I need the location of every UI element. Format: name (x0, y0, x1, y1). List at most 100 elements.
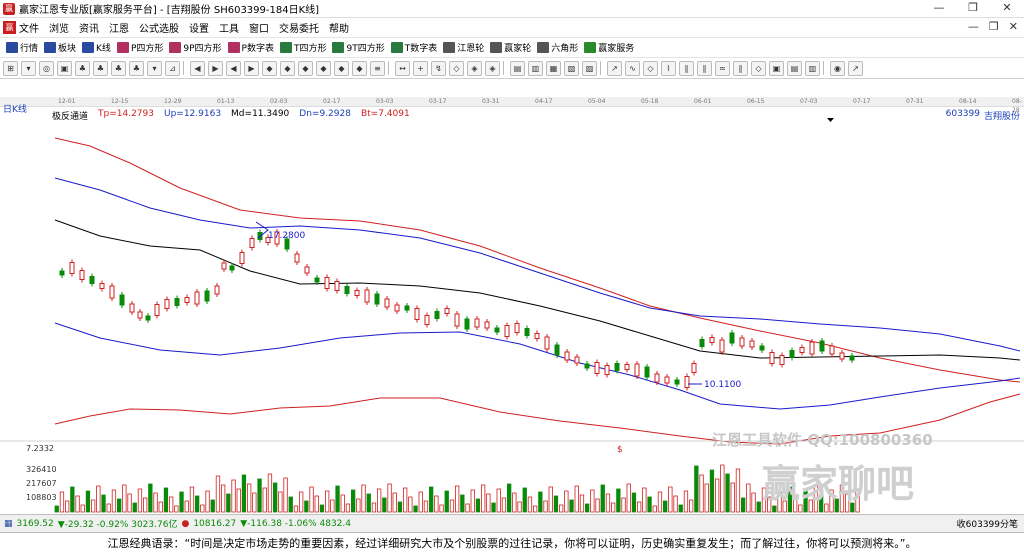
volume-bar (574, 485, 579, 513)
menu-settings[interactable]: 设置 (189, 23, 209, 35)
toolbar-button-8[interactable]: T数字表 (390, 41, 438, 54)
drawing-tool-button[interactable]: ⊞ (3, 60, 18, 76)
indicator-param: Dn=9.2928 (299, 109, 351, 119)
drawing-tool-button[interactable]: ◇ (643, 60, 658, 76)
volume-bar (767, 496, 772, 513)
drawing-tool-button[interactable]: ◈ (467, 60, 482, 76)
drawing-tool-button[interactable]: ↗ (848, 60, 863, 76)
drawing-tool-button[interactable]: ◀ (226, 60, 241, 76)
drawing-tool-button[interactable]: + (413, 60, 428, 76)
drawing-tool-button[interactable]: ⊿ (165, 60, 180, 76)
drawing-tool-button[interactable]: ♣ (75, 60, 90, 76)
drawing-tool-button[interactable]: ∥ (679, 60, 694, 76)
drawing-tool-button[interactable]: ♣ (93, 60, 108, 76)
menu-file[interactable]: 文件 (19, 23, 39, 35)
menu-browse[interactable]: 浏览 (49, 23, 69, 35)
date-tick-label: 12-29 (164, 98, 182, 105)
toolbar-button-12[interactable]: 赢家服务 (584, 41, 634, 54)
grid-icon[interactable]: ▦ (4, 518, 13, 529)
kline-chart[interactable]: 17.2800 10.1100 $ (0, 118, 1024, 514)
menu-window[interactable]: 窗口 (249, 23, 269, 35)
toolbar-button-5[interactable]: P数字表 (227, 41, 274, 54)
drawing-tool-button[interactable]: ≈ (715, 60, 730, 76)
toolbar-button-4[interactable]: 9P四方形 (169, 41, 222, 54)
drawing-tool-button[interactable]: ↯ (431, 60, 446, 76)
volume-bar (392, 492, 397, 513)
drawing-tool-button[interactable]: ♣ (129, 60, 144, 76)
drawing-tool-button[interactable]: ◆ (352, 60, 367, 76)
drawing-tool-button[interactable]: ⌇ (661, 60, 676, 76)
minimize-button[interactable]: — (933, 1, 945, 14)
date-tick-label: 03-03 (376, 98, 394, 105)
volume-bar (402, 487, 408, 513)
drawing-tool-button[interactable]: ▤ (787, 60, 802, 76)
menu-tools[interactable]: 工具 (219, 23, 239, 35)
drawing-tool-button[interactable]: ▾ (147, 60, 162, 76)
toolbar-button-label: T数字表 (404, 44, 438, 54)
drawing-tool-button[interactable]: ∥ (733, 60, 748, 76)
drawing-tool-button[interactable]: ◇ (751, 60, 766, 76)
menu-trade[interactable]: 交易委托 (279, 23, 319, 35)
drawing-tool-button[interactable]: ◆ (334, 60, 349, 76)
volume-axis-label-top: 7.2332 (26, 444, 54, 453)
drawing-tool-button[interactable]: ▣ (57, 60, 72, 76)
mdi-minimize-button[interactable]: — (967, 20, 979, 33)
toolbar-separator (503, 61, 504, 75)
volume-bar (657, 491, 663, 513)
drawing-tool-button[interactable]: ↗ (607, 60, 622, 76)
drawing-tool-button[interactable]: ∥ (697, 60, 712, 76)
toolbar-button-6[interactable]: T四方形 (279, 41, 326, 54)
drawing-tool-button[interactable]: ↔ (395, 60, 410, 76)
volume-bar (278, 491, 283, 513)
toolbar-button-10[interactable]: 赢家轮 (490, 41, 531, 54)
drawing-tool-button[interactable]: ◈ (485, 60, 500, 76)
mdi-restore-button[interactable]: ❐ (988, 20, 999, 33)
toolbar-button-7[interactable]: 9T四方形 (332, 41, 385, 54)
drawing-tool-button[interactable]: ◆ (262, 60, 277, 76)
drawing-tool-button[interactable]: ▶ (208, 60, 223, 76)
drawing-tool-button[interactable]: ▾ (21, 60, 36, 76)
drawing-tool-button[interactable]: ▶ (244, 60, 259, 76)
date-tick-label: 08-14 (959, 98, 977, 105)
drawing-tool-button[interactable]: ◀ (190, 60, 205, 76)
drawing-tool-button[interactable]: ▧ (564, 60, 579, 76)
drawing-tool-button[interactable]: ♣ (111, 60, 126, 76)
toolbar-button-2[interactable]: K线 (82, 41, 111, 54)
drawing-tool-button[interactable]: ◆ (280, 60, 295, 76)
drawing-tool-button[interactable]: ▥ (528, 60, 543, 76)
channel-mid-line (54, 219, 1021, 361)
drawing-tool-button[interactable]: ▣ (769, 60, 784, 76)
volume-bar (423, 500, 429, 513)
toolbar-button-11[interactable]: 六角形 (537, 41, 578, 54)
menu-formula[interactable]: 公式选股 (139, 23, 179, 35)
mdi-close-button[interactable]: ✕ (1008, 20, 1018, 33)
menu-info[interactable]: 资讯 (79, 23, 99, 35)
close-button[interactable]: ✕ (1002, 1, 1012, 14)
volume-bar (174, 505, 179, 513)
drawing-tool-button[interactable]: ◎ (39, 60, 54, 76)
date-tick-label: 12-15 (111, 98, 129, 105)
volume-bar (148, 483, 153, 513)
candle-body (839, 352, 845, 360)
drawing-tool-button[interactable]: ≡ (370, 60, 385, 76)
drawing-tool-button[interactable]: ◆ (316, 60, 331, 76)
drawing-tool-button[interactable]: ∿ (625, 60, 640, 76)
menu-gann[interactable]: 江恩 (109, 23, 129, 35)
drawing-tool-button[interactable]: ▥ (805, 60, 820, 76)
drawing-tool-button[interactable]: ▨ (582, 60, 597, 76)
P4-icon (116, 42, 129, 53)
toolbar-button-1[interactable]: 板块 (44, 41, 76, 54)
drawing-tool-button[interactable]: ◆ (298, 60, 313, 76)
drawing-tool-button[interactable]: ▦ (546, 60, 561, 76)
drawing-tool-button[interactable]: ◇ (449, 60, 464, 76)
drawing-tool-button[interactable]: ◉ (830, 60, 845, 76)
restore-button[interactable]: ❐ (968, 1, 978, 14)
toolbar-button-9[interactable]: 江恩轮 (443, 41, 484, 54)
candle-body (684, 376, 690, 388)
indicator-row: 极反通道 Tp=14.2793 Up=12.9163 Md=11.3490 Dn=9.… (52, 109, 410, 122)
toolbar-button-3[interactable]: P四方形 (116, 41, 163, 54)
drawing-tool-button[interactable]: ▤ (510, 60, 525, 76)
menu-help[interactable]: 帮助 (329, 23, 349, 35)
toolbar-button-0[interactable]: 行情 (6, 41, 38, 54)
volume-bar (428, 486, 434, 513)
